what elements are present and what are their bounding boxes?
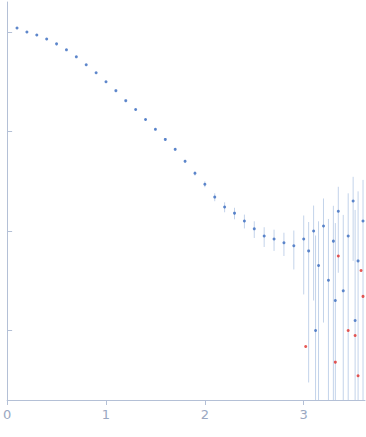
svg-text:3: 3 <box>300 407 308 422</box>
svg-text:1: 1 <box>102 407 110 422</box>
svg-text:0: 0 <box>3 407 11 422</box>
svg-text:2: 2 <box>201 407 209 422</box>
